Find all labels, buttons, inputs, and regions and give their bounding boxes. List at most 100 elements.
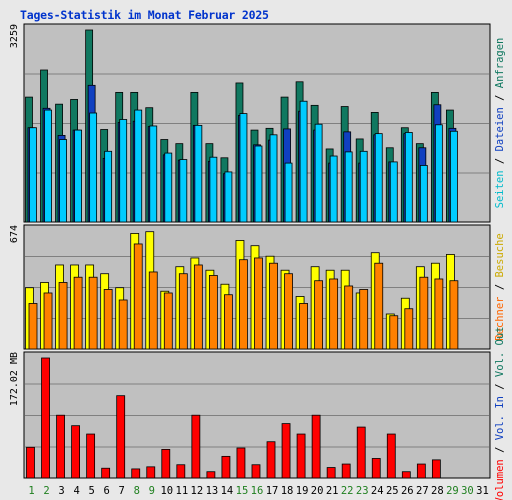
x-tick-label-day-20: 20 [311,485,324,497]
bar-seiten-day-24 [374,133,383,223]
bar-volumen-day-12 [191,414,201,479]
x-axis-day-labels: 1 2 3 4 5 6 7 8 9 10 11 12 13 14 15 16 17 18 19 20 21 22 23 24 2… [28,485,488,497]
bar-rechner-day-12 [193,264,203,350]
x-tick-label-day-29: 29 [446,485,459,497]
bar-seiten-day-2 [44,109,52,223]
bar-rechner-day-3 [58,282,68,350]
bar-seiten-day-4 [74,129,82,223]
bar-volumen-day-1 [26,446,35,479]
bar-volumen-day-21 [326,467,336,479]
bar-seiten-day-17 [269,134,278,223]
x-tick-label-day-11: 11 [176,485,189,497]
bottom-side-legend-part-4: Vol. Out [494,326,506,377]
bar-seiten-day-10 [164,152,173,223]
x-tick-label-day-9: 9 [149,485,155,497]
bar-rechner-day-6 [103,289,113,350]
bar-volumen-day-18 [281,423,291,479]
bar-rechner-day-28 [434,278,444,350]
x-tick-label-day-18: 18 [281,485,294,497]
bar-rechner-day-20 [314,280,324,350]
bar-rechner-day-29 [449,280,459,350]
x-tick-label-day-1: 1 [28,485,34,497]
bar-seiten-day-13 [209,156,218,223]
bar-volumen-day-24 [371,458,381,479]
bar-seiten-day-22 [344,151,353,223]
bottom-side-legend-part-2: Vol. In [494,396,506,440]
bar-seiten-day-16 [254,145,263,223]
bottom-side-legend-part-1: / [494,440,506,459]
bar-rechner-day-4 [73,276,83,350]
bar-rechner-day-5 [88,276,98,350]
bar-volumen-day-23 [356,426,366,479]
bottom-side-legend-part-0: Volumen [494,459,506,500]
x-tick-label-day-6: 6 [104,485,110,497]
bar-seiten-day-18 [284,162,293,223]
bar-seiten-day-19 [299,100,308,223]
bar-volumen-day-19 [296,433,306,479]
bar-seiten-day-7 [119,119,128,223]
top-side-legend: Seiten / Dateien / Anfragen [494,38,506,209]
bar-rechner-day-17 [269,262,278,350]
x-tick-label-day-10: 10 [160,485,173,497]
panel-volume: 172.02 MB [9,351,491,479]
x-tick-label-day-5: 5 [88,485,94,497]
bar-volumen-day-7 [116,395,126,479]
bar-volumen-day-4 [71,425,80,479]
bar-rechner-day-15 [239,259,248,350]
bar-volumen-day-8 [131,468,141,479]
x-tick-label-day-7: 7 [119,485,125,497]
bar-rechner-day-18 [284,273,293,350]
bar-volumen-day-25 [386,433,396,479]
bar-seiten-day-28 [434,124,443,223]
bar-volumen-day-6 [101,467,111,479]
middle-side-legend-part-2: Besuche [494,233,506,277]
side-legends: Seiten / Dateien / Anfragen Rechner / Bes… [494,38,506,500]
x-tick-label-day-2: 2 [43,485,49,497]
x-tick-label-day-16: 16 [251,485,264,497]
bar-seiten-day-27 [419,165,428,223]
bar-seiten-day-23 [359,150,368,223]
panel-pages-files-requests: 3259 [9,23,491,223]
x-tick-label-day-26: 26 [401,485,414,497]
x-tick-label-day-13: 13 [206,485,219,497]
bar-rechner-day-2 [43,292,53,350]
bar-rechner-day-9 [148,271,158,350]
bar-volumen-day-2 [41,357,50,479]
bar-volumen-day-13 [206,471,216,479]
bar-seiten-day-15 [239,113,248,223]
x-tick-label-day-4: 4 [73,485,79,497]
x-tick-label-day-23: 23 [356,485,369,497]
x-tick-label-day-14: 14 [221,485,234,497]
bar-seiten-day-3 [59,139,67,223]
bar-volumen-day-14 [221,455,231,479]
bar-volumen-day-27 [416,463,426,479]
x-tick-label-day-27: 27 [416,485,429,497]
x-tick-label-day-19: 19 [296,485,309,497]
bar-rechner-day-22 [344,285,354,350]
x-tick-label-day-12: 12 [191,485,204,497]
bar-rechner-day-19 [299,303,308,350]
x-tick-label-day-22: 22 [341,485,354,497]
top-side-legend-part-3: / [494,88,506,107]
x-tick-label-day-21: 21 [326,485,339,497]
x-tick-label-day-31: 31 [476,485,489,497]
bar-rechner-day-23 [359,289,369,350]
bar-volumen-day-9 [146,466,156,479]
bar-rechner-day-25 [389,315,399,350]
x-tick-label-day-3: 3 [58,485,64,497]
bar-seiten-day-9 [149,125,158,223]
bar-volumen-day-16 [251,464,261,479]
bar-seiten-day-20 [314,123,323,223]
bar-rechner-day-14 [224,294,233,350]
panel-hosts-visits: 674 [9,224,491,350]
bar-rechner-day-26 [404,308,414,350]
bar-rechner-day-16 [254,257,263,350]
bar-rechner-day-13 [208,275,218,350]
bar-volumen-day-10 [161,448,171,479]
bar-seiten-day-26 [404,132,413,223]
x-tick-label-day-28: 28 [431,485,444,497]
bar-seiten-day-29 [450,130,458,223]
middle-side-legend-part-1: / [494,278,506,297]
top-ymax-label: 3259 [9,24,20,48]
